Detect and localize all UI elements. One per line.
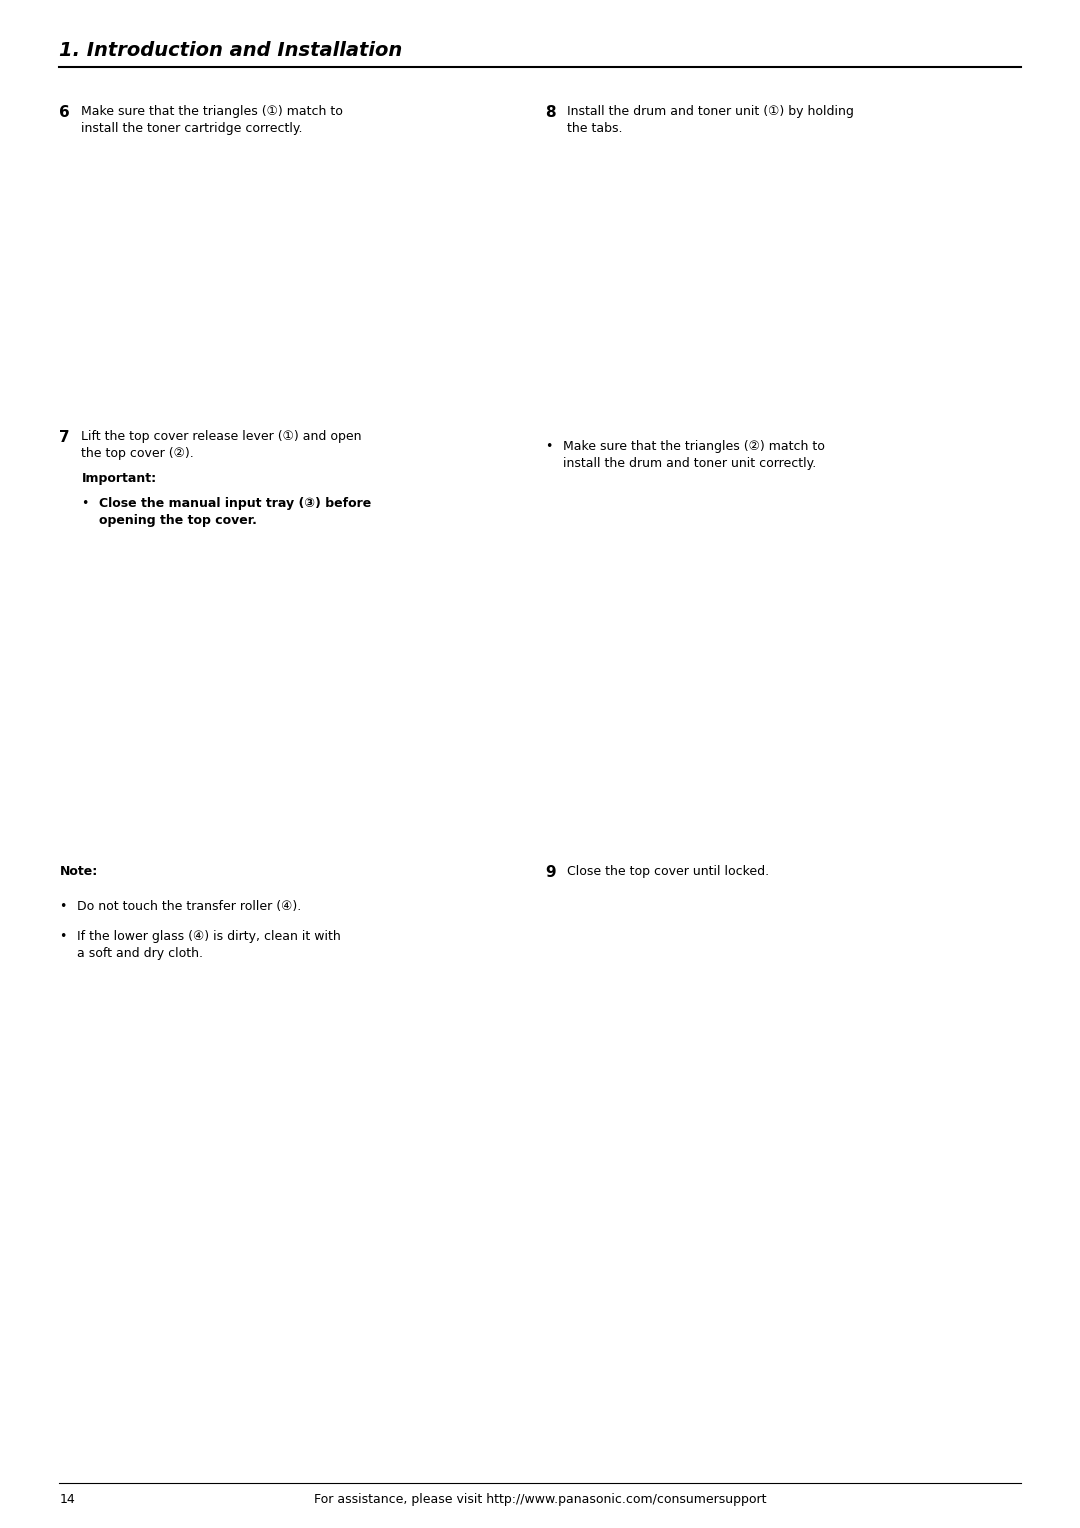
Text: If the lower glass (④) is dirty, clean it with
a soft and dry cloth.: If the lower glass (④) is dirty, clean i…: [78, 931, 341, 960]
Text: Note:: Note:: [59, 865, 97, 879]
Text: For assistance, please visit http://www.panasonic.com/consumersupport: For assistance, please visit http://www.…: [314, 1493, 766, 1507]
Text: Make sure that the triangles (②) match to
install the drum and toner unit correc: Make sure that the triangles (②) match t…: [564, 440, 825, 471]
Text: Lift the top cover release lever (①) and open
the top cover (②).: Lift the top cover release lever (①) and…: [81, 429, 362, 460]
Text: 7: 7: [59, 429, 70, 445]
Text: •: •: [59, 900, 67, 914]
Text: •: •: [545, 440, 553, 452]
Text: Close the top cover until locked.: Close the top cover until locked.: [567, 865, 770, 879]
Text: 6: 6: [59, 105, 70, 121]
Text: Close the manual input tray (③) before
opening the top cover.: Close the manual input tray (③) before o…: [99, 497, 372, 527]
Text: 9: 9: [545, 865, 556, 880]
Text: 1. Introduction and Installation: 1. Introduction and Installation: [59, 41, 403, 60]
Text: •: •: [59, 931, 67, 943]
Text: •: •: [81, 497, 89, 510]
Text: 14: 14: [59, 1493, 76, 1507]
Text: Make sure that the triangles (①) match to
install the toner cartridge correctly.: Make sure that the triangles (①) match t…: [81, 105, 343, 134]
Text: Do not touch the transfer roller (④).: Do not touch the transfer roller (④).: [78, 900, 301, 914]
Text: Install the drum and toner unit (①) by holding
the tabs.: Install the drum and toner unit (①) by h…: [567, 105, 854, 134]
Text: Important:: Important:: [81, 472, 157, 484]
Text: 8: 8: [545, 105, 556, 121]
